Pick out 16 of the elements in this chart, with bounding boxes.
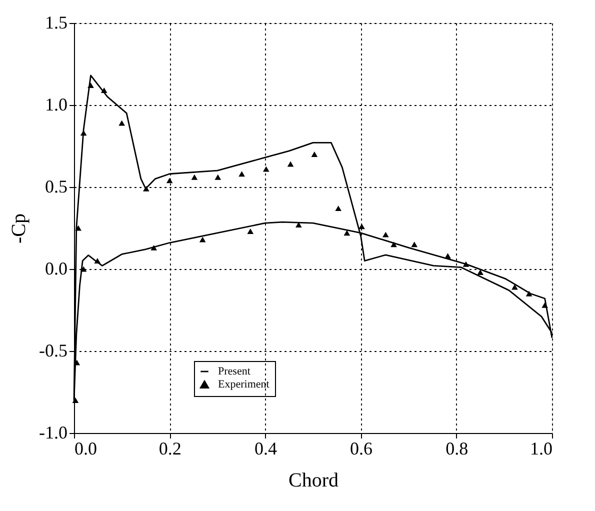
y-tick-label: -0.5 [39, 340, 68, 360]
x-tick-label: 0.0 [74, 438, 97, 458]
y-tick-label: 1.5 [45, 12, 68, 32]
x-tick-label: 0.6 [350, 438, 373, 458]
x-tick-label: 0.4 [254, 438, 277, 458]
y-axis-title: -Cp [8, 214, 30, 244]
y-tick-label: 0.5 [45, 176, 68, 196]
y-tick-label: -1.0 [39, 422, 68, 442]
y-tick-label: 1.0 [45, 94, 68, 114]
legend-label: Experiment [218, 378, 270, 390]
legend-label: Present [218, 366, 250, 378]
x-tick-label: 0.2 [158, 438, 182, 458]
x-tick-label: 0.8 [446, 438, 468, 458]
x-tick-label: 1.0 [530, 438, 552, 458]
y-tick-label: 0.0 [45, 258, 68, 278]
x-axis-title: Chord [288, 470, 338, 492]
